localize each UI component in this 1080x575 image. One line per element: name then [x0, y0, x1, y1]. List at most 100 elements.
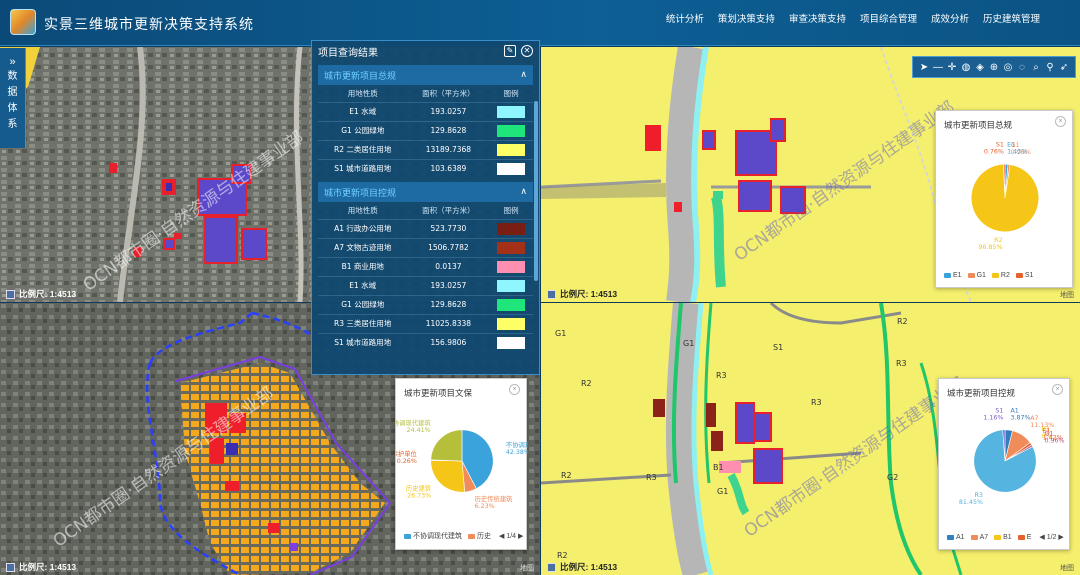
land-type-cell: G1 公园绿地	[318, 294, 408, 314]
table-row[interactable]: R2 二类居住用地 13189.7368	[318, 139, 533, 159]
legend-pager[interactable]: ◀ 1/4 ▶	[499, 533, 524, 540]
table-row[interactable]: R3 三类居住用地 11025.8338	[318, 313, 533, 333]
legend-item[interactable]: A1	[947, 534, 965, 541]
nav-effect-analysis[interactable]: 成效分析	[930, 14, 969, 25]
pie-slice[interactable]	[1002, 429, 1006, 462]
search-icon[interactable]: ⌕	[1033, 61, 1039, 73]
pie-label: G1 0.96%	[1011, 142, 1031, 156]
scale-label-2: 比例尺: 1:4513	[560, 289, 618, 299]
legend-item[interactable]: A7	[970, 534, 988, 541]
legend-label: 历史	[477, 533, 491, 540]
pie-label: E1 1.42%	[1043, 428, 1063, 442]
table-row[interactable]: S1 城市道路用地 156.9806	[318, 332, 533, 352]
map-layer-icon-3[interactable]	[6, 562, 15, 572]
legend-item[interactable]: B1	[994, 534, 1012, 541]
pie-label: G1 0.96%	[1044, 430, 1064, 444]
scale-label: 比例尺: 1:4513	[19, 289, 77, 299]
table-row[interactable]: E1 水域 193.0257	[318, 275, 533, 295]
globe2-icon[interactable]: ◌	[1019, 61, 1025, 73]
legend-label: 不协调现代建筑	[413, 533, 462, 540]
query-result-panel: 项目查询结果 ✎ ✕ 城市更新项目总规 ∧ 用地性质 面积（平方米） 图例 E1…	[311, 40, 540, 375]
legend-item[interactable]: S1	[1015, 272, 1034, 279]
panel-scrollbar[interactable]	[534, 101, 538, 281]
close-icon[interactable]: ✕	[521, 45, 533, 57]
map-layer-icon[interactable]	[6, 289, 15, 299]
land-type-cell: B1 商业用地	[318, 256, 408, 276]
pie-slice[interactable]	[430, 460, 466, 493]
data-system-tab[interactable]: » 数 据 体 系	[0, 48, 26, 148]
close-icon[interactable]: ×	[1052, 384, 1063, 395]
table-row[interactable]: A7 文物古迹用地 1506.7782	[318, 237, 533, 257]
pie-slice[interactable]	[461, 429, 494, 490]
pie-slice[interactable]	[1003, 163, 1006, 199]
map-layer-icon-2[interactable]	[547, 289, 556, 299]
section-header-master-plan[interactable]: 城市更新项目总规 ∧	[318, 65, 533, 85]
chevron-up-icon[interactable]: ∧	[520, 187, 527, 197]
nav-review-support[interactable]: 审查决策支持	[788, 14, 846, 25]
nav-project-management[interactable]: 项目综合管理	[859, 14, 917, 25]
legend-cell	[489, 237, 533, 257]
pie-slice[interactable]	[973, 429, 1037, 493]
land-type-cell: G1 公园绿地	[318, 120, 408, 140]
nav-planning-support[interactable]: 策划决策支持	[717, 14, 775, 25]
legend-item[interactable]: G1	[967, 272, 986, 279]
legend-swatch	[497, 279, 526, 292]
legend-swatch	[970, 534, 978, 540]
legend-swatch	[468, 533, 475, 539]
scale-bar: 比例尺: 1:4513	[6, 288, 76, 300]
section-title: 城市更新项目总规	[324, 71, 397, 82]
pointer-icon[interactable]: ➤	[919, 61, 929, 73]
table-row[interactable]: G1 公园绿地 129.8628	[318, 120, 533, 140]
pie-label: 协调现代建筑 24.41%	[396, 418, 431, 434]
pie-slice[interactable]	[430, 429, 463, 462]
land-type-cell: E1 水域	[318, 101, 408, 121]
zone-label: R3	[811, 398, 822, 407]
pie-label: 历史传统建筑 6.23%	[475, 494, 513, 510]
pie-label: A7 11.13%	[1030, 415, 1054, 429]
pie-slice[interactable]	[970, 163, 1040, 233]
section-header-regulatory-plan[interactable]: 城市更新项目控规 ∧	[318, 182, 533, 202]
legend-cell	[489, 101, 533, 121]
pie-label: R2 96.85%	[979, 237, 1003, 251]
zone-label: R3	[646, 473, 657, 482]
zone-label: R2	[557, 551, 568, 560]
pin-icon[interactable]: ⚲	[1046, 61, 1054, 73]
send-icon[interactable]: ➶	[1059, 61, 1069, 73]
zoom-in-icon[interactable]: ⊕	[989, 61, 999, 73]
nav-statistics[interactable]: 统计分析	[665, 14, 704, 25]
legend-swatch	[944, 273, 951, 278]
chart-legend: 不协调现代建筑 历史 ◀ 1/4 ▶	[404, 531, 523, 541]
map-layer-icon-4[interactable]	[547, 562, 556, 572]
land-type-cell: E1 水域	[318, 275, 408, 295]
table-row[interactable]: G1 公园绿地 129.8628	[318, 294, 533, 314]
chevron-up-icon[interactable]: ∧	[520, 70, 527, 80]
minus-icon[interactable]: —	[933, 61, 943, 73]
legend-item[interactable]: 不协调现代建筑	[404, 531, 462, 541]
pan-icon[interactable]: ✛	[947, 61, 957, 73]
table-row[interactable]: A1 行政办公用地 523.7730	[318, 218, 533, 238]
earth-icon[interactable]: ◎	[1003, 61, 1013, 73]
globe-icon[interactable]: ◍	[961, 61, 971, 73]
table-row[interactable]: B1 商业用地 0.0137	[318, 256, 533, 276]
close-icon[interactable]: ×	[509, 384, 520, 395]
legend-pager[interactable]: ◀ 1/2 ▶	[1039, 534, 1064, 541]
legend-item[interactable]: E	[1017, 534, 1031, 541]
table-row[interactable]: E1 水域 193.0257	[318, 101, 533, 121]
close-icon[interactable]: ×	[1055, 116, 1066, 127]
table-row[interactable]: S1 城市道路用地 103.6389	[318, 158, 533, 178]
area-cell: 129.8628	[407, 294, 490, 314]
scale-bar-2: 比例尺: 1:4513	[547, 288, 617, 300]
legend-item[interactable]: R2	[991, 272, 1010, 279]
edit-icon[interactable]: ✎	[504, 45, 516, 57]
legend-item[interactable]: 历史	[468, 531, 491, 541]
legend-swatch	[497, 241, 526, 254]
legend-swatch	[947, 534, 954, 540]
legend-item[interactable]: E1	[944, 272, 962, 279]
legend-cell	[489, 275, 533, 295]
legend-label: S1	[1024, 272, 1034, 279]
chevron-right-icon[interactable]: »	[9, 56, 16, 68]
nav-historic-building[interactable]: 历史建筑管理	[982, 14, 1040, 25]
layers-icon[interactable]: ◈	[976, 61, 984, 73]
